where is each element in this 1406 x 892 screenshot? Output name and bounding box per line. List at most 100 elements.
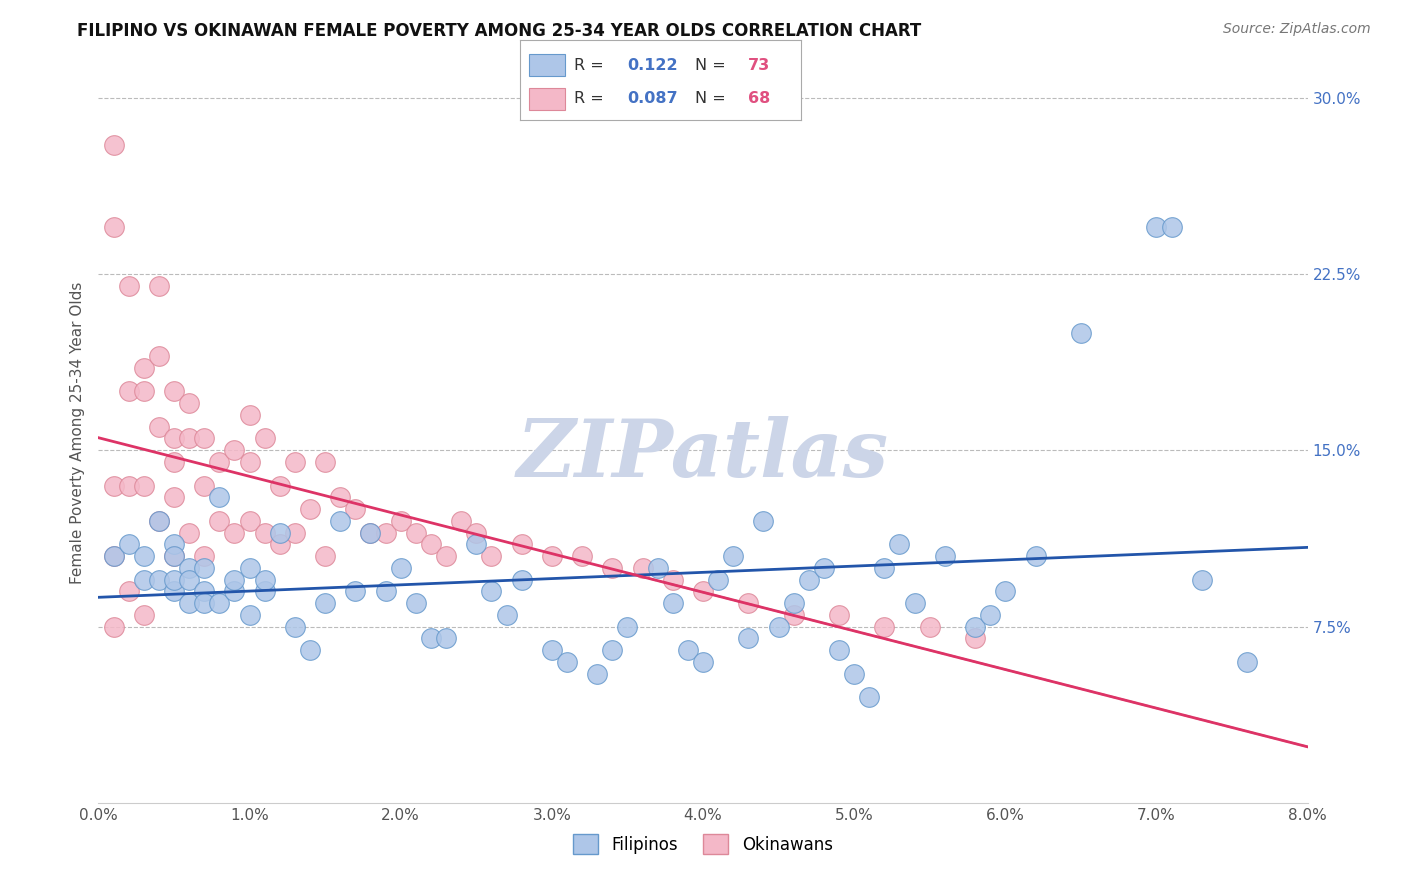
Bar bbox=[529, 54, 565, 77]
Point bbox=[284, 525, 307, 540]
Point bbox=[918, 619, 941, 633]
Point bbox=[571, 549, 593, 563]
Point bbox=[314, 455, 336, 469]
Point bbox=[148, 573, 170, 587]
Text: 68: 68 bbox=[748, 91, 770, 106]
Point bbox=[103, 549, 125, 563]
Point bbox=[1146, 219, 1168, 234]
Point bbox=[495, 607, 517, 622]
Point bbox=[179, 525, 201, 540]
Point bbox=[374, 525, 396, 540]
Point bbox=[239, 455, 262, 469]
Point bbox=[1160, 219, 1182, 234]
Point bbox=[1070, 326, 1092, 340]
Point bbox=[132, 607, 155, 622]
Point bbox=[163, 537, 186, 551]
Point bbox=[389, 561, 412, 575]
Point bbox=[118, 384, 141, 399]
Point bbox=[179, 432, 201, 446]
Point bbox=[163, 455, 186, 469]
Point bbox=[828, 607, 851, 622]
Point bbox=[103, 478, 125, 492]
Point bbox=[389, 514, 412, 528]
Point bbox=[193, 478, 215, 492]
Point bbox=[163, 432, 186, 446]
Point bbox=[193, 561, 215, 575]
Legend: Filipinos, Okinawans: Filipinos, Okinawans bbox=[567, 828, 839, 861]
Point bbox=[148, 419, 170, 434]
Point bbox=[540, 643, 562, 657]
Point bbox=[797, 573, 820, 587]
Bar bbox=[529, 87, 565, 110]
Point bbox=[873, 619, 896, 633]
Point bbox=[661, 596, 683, 610]
Point bbox=[934, 549, 956, 563]
Point bbox=[118, 584, 141, 599]
Point bbox=[269, 537, 291, 551]
Point bbox=[269, 478, 291, 492]
Point bbox=[118, 478, 141, 492]
Text: 73: 73 bbox=[748, 57, 770, 72]
Point bbox=[253, 584, 276, 599]
Point bbox=[239, 408, 262, 422]
Point bbox=[163, 573, 186, 587]
Point bbox=[994, 584, 1017, 599]
Point bbox=[813, 561, 835, 575]
Point bbox=[1025, 549, 1047, 563]
Text: Source: ZipAtlas.com: Source: ZipAtlas.com bbox=[1223, 22, 1371, 37]
Point bbox=[208, 514, 231, 528]
Point bbox=[253, 432, 276, 446]
Point bbox=[269, 525, 291, 540]
Y-axis label: Female Poverty Among 25-34 Year Olds: Female Poverty Among 25-34 Year Olds bbox=[69, 282, 84, 583]
Point bbox=[374, 584, 396, 599]
Point bbox=[889, 537, 911, 551]
Point bbox=[616, 619, 638, 633]
Point bbox=[193, 432, 215, 446]
Text: R =: R = bbox=[574, 57, 609, 72]
Text: N =: N = bbox=[695, 57, 731, 72]
Point bbox=[904, 596, 927, 610]
Point bbox=[1236, 655, 1258, 669]
Point bbox=[132, 549, 155, 563]
Point bbox=[752, 514, 775, 528]
Point bbox=[148, 514, 170, 528]
Point bbox=[692, 584, 714, 599]
Point bbox=[284, 455, 307, 469]
Point bbox=[783, 607, 806, 622]
Point bbox=[253, 525, 276, 540]
Point bbox=[314, 596, 336, 610]
Point bbox=[118, 537, 141, 551]
Point bbox=[783, 596, 806, 610]
Point bbox=[179, 396, 201, 410]
Point bbox=[602, 561, 624, 575]
Point bbox=[103, 219, 125, 234]
Point bbox=[979, 607, 1001, 622]
Point bbox=[858, 690, 880, 704]
Point bbox=[360, 525, 382, 540]
Point bbox=[163, 549, 186, 563]
Point bbox=[329, 490, 352, 504]
Point bbox=[707, 573, 730, 587]
Point bbox=[723, 549, 745, 563]
Point bbox=[224, 573, 246, 587]
Point bbox=[631, 561, 654, 575]
Point bbox=[132, 478, 155, 492]
Point bbox=[965, 632, 987, 646]
Point bbox=[208, 596, 231, 610]
Point bbox=[510, 573, 533, 587]
Point bbox=[148, 278, 170, 293]
Point bbox=[224, 525, 246, 540]
Point bbox=[586, 666, 609, 681]
Point bbox=[163, 384, 186, 399]
Point bbox=[118, 278, 141, 293]
Point bbox=[193, 584, 215, 599]
Point bbox=[965, 619, 987, 633]
Point bbox=[344, 502, 367, 516]
Point bbox=[661, 573, 683, 587]
Point bbox=[132, 361, 155, 376]
Point bbox=[405, 596, 427, 610]
Point bbox=[768, 619, 790, 633]
Text: 0.122: 0.122 bbox=[627, 57, 678, 72]
Point bbox=[208, 490, 231, 504]
Point bbox=[360, 525, 382, 540]
